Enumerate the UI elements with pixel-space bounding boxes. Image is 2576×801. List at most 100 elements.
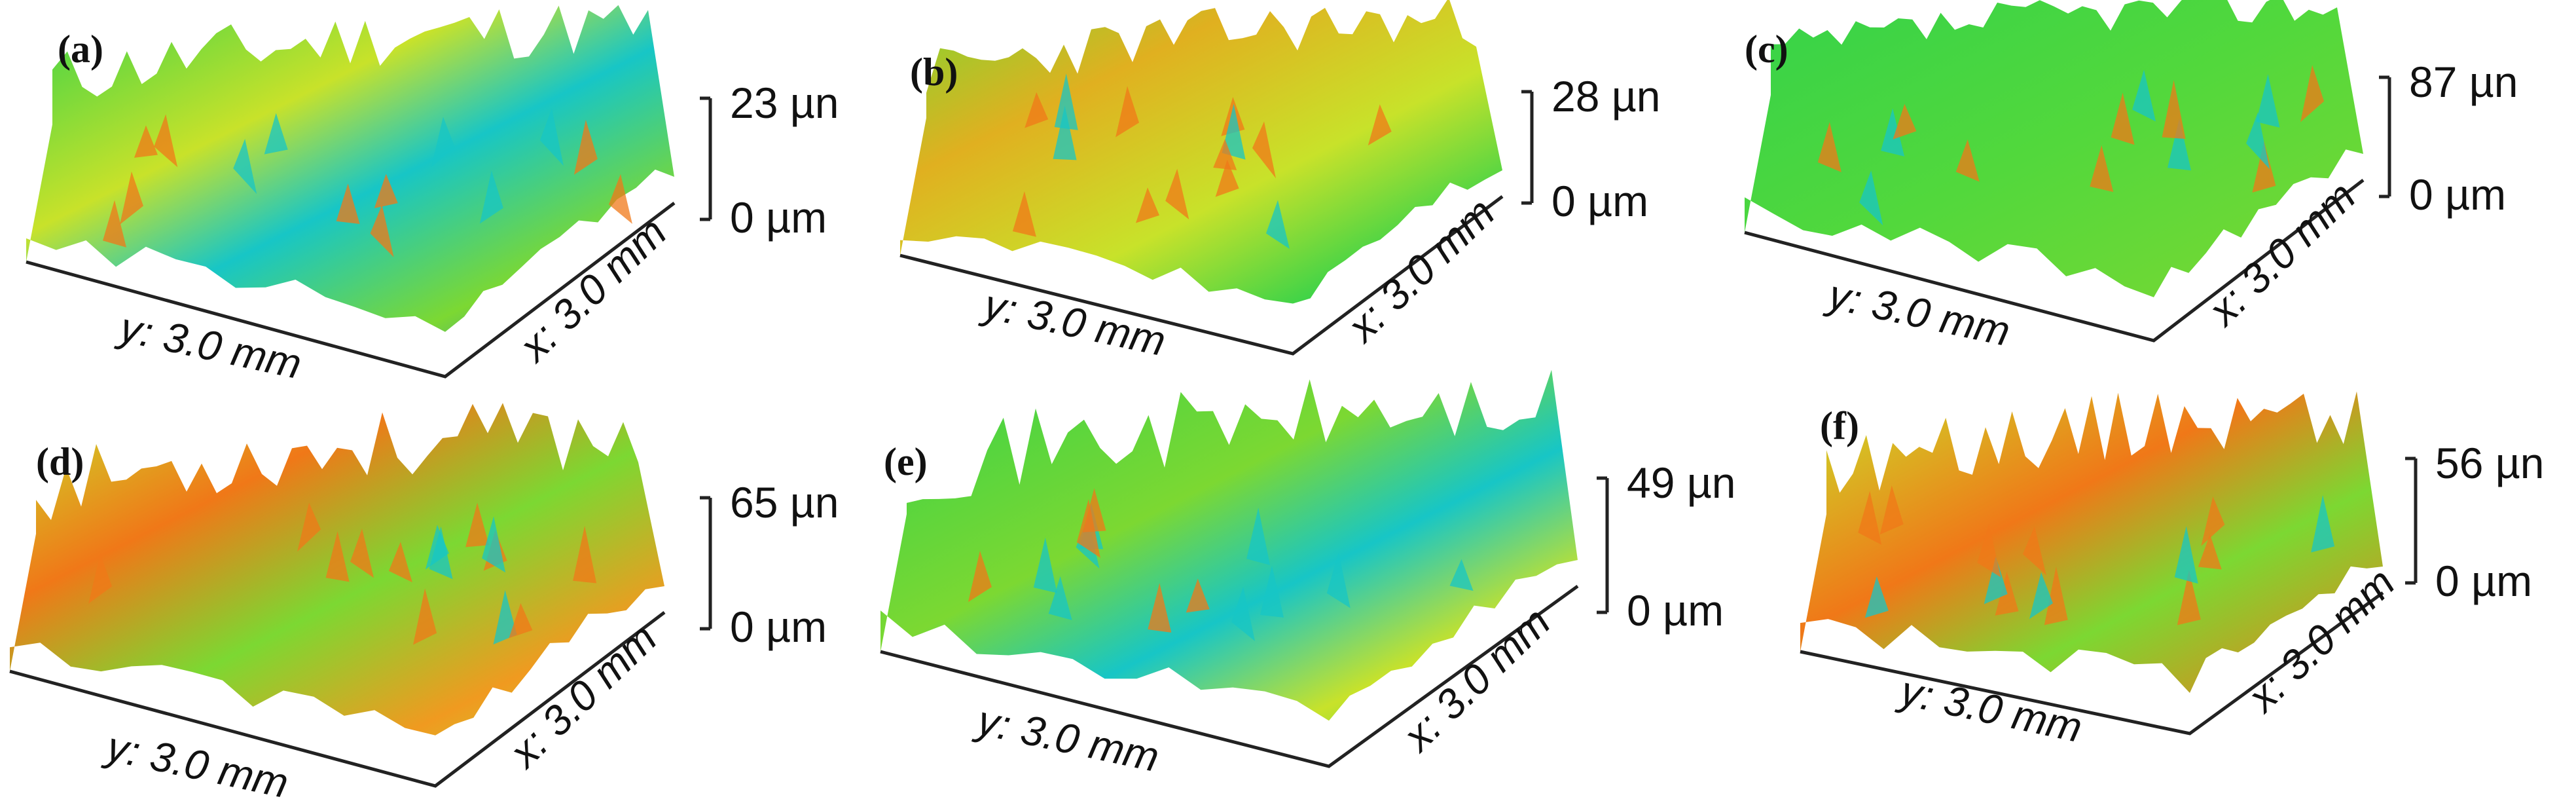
surface-peak (1817, 122, 1841, 172)
y-axis-label: y: 3.0 mm (100, 722, 293, 801)
surface-peak (154, 114, 178, 168)
surface-peak (608, 174, 632, 224)
surface-valley (1033, 537, 1057, 593)
surface-peak (1977, 523, 2001, 578)
surface-peak (413, 588, 437, 645)
surface-peak (1025, 92, 1049, 128)
z-max-label: 28 µn (1551, 72, 1660, 121)
y-axis-label: y: 3.0 mm (971, 696, 1163, 781)
surface-peak (374, 174, 398, 208)
surface-map (1745, 0, 2363, 297)
surface-peak (88, 553, 113, 604)
surface-peak (134, 125, 158, 158)
base-axes (1800, 591, 2384, 736)
y-axis-label: y: 3.0 mm (977, 280, 1170, 365)
panel-label: (c) (1745, 28, 1788, 71)
surface-panel-c: (c)87 µn0 µmy: 3.0 mm x: 3.0 mm (1744, 0, 2518, 355)
surface-valley (2174, 526, 2198, 584)
surface-peak (325, 531, 350, 582)
z-min-label: 0 µm (730, 603, 827, 651)
panel-label: (d) (36, 440, 84, 483)
surface-peak (1879, 485, 1904, 535)
base-axes (26, 202, 676, 379)
surface-peak (1252, 121, 1276, 179)
surface-peak (1955, 139, 1980, 182)
surface-valley (1246, 508, 1271, 565)
surface-peak (573, 119, 598, 175)
surface-peak (1893, 103, 1917, 140)
surface-valley (1222, 103, 1246, 160)
surface-peak (1858, 491, 1882, 545)
surface-peak (1213, 139, 1237, 170)
surface-peak (1186, 578, 1210, 613)
surface-peak (2177, 570, 2201, 625)
surface-peak (388, 542, 412, 583)
y-axis-label: y: 3.0 mm (113, 303, 306, 388)
panel-label: (e) (884, 440, 928, 483)
surface-peak (1215, 159, 1239, 197)
surface-valley (1864, 576, 1889, 618)
surface-peak (573, 525, 597, 584)
surface-peak (2198, 534, 2222, 570)
surface-peak (1135, 187, 1159, 223)
surface-peak (2044, 566, 2068, 625)
surface-peak (2252, 141, 2276, 193)
surface-valley (264, 113, 288, 155)
base-axes (880, 584, 1579, 768)
surface-map (900, 0, 1502, 304)
surface-peak (2201, 496, 2225, 546)
z-min-label: 0 µm (2409, 170, 2506, 219)
surface-peak (1368, 104, 1392, 146)
surface-valley (1265, 200, 1290, 250)
surface-valley (1048, 576, 1072, 620)
surface-valley (2168, 119, 2192, 171)
surface-peak (509, 603, 533, 639)
z-max-label: 65 µn (730, 478, 839, 527)
z-min-label: 0 µm (730, 193, 827, 242)
surface-valley (1326, 552, 1351, 608)
surface-peak (1116, 86, 1140, 138)
surface-peak (2111, 92, 2135, 145)
surface-map (880, 369, 1578, 721)
surface-valley (539, 108, 564, 166)
surface-peak (1082, 488, 1106, 532)
surface-valley (2246, 112, 2270, 170)
surface-panel-e: (e) 49 µn0 µmy: 3.0 mm x: 3.0 mm (880, 369, 1735, 781)
z-max-label: 49 µn (1627, 458, 1735, 507)
surface-valley (2256, 74, 2280, 128)
surface-valley (1054, 73, 1078, 130)
base-axes (899, 195, 1504, 356)
surface-valley (1260, 565, 1284, 618)
surface-panel-d: (d)65 µn0 µmy: 3.0 mm x: 3.0 mm (9, 403, 839, 801)
y-axis-label: y: 3.0 mm (1894, 666, 2086, 751)
surface-valley (1449, 559, 1474, 591)
surface-peak (2162, 80, 2186, 139)
surface-valley (233, 139, 257, 195)
surface-valley (2132, 69, 2156, 122)
surface-valley (2029, 572, 2053, 620)
surface-peak (1165, 168, 1189, 219)
surface-peak (2090, 145, 2114, 193)
z-min-label: 0 µm (1627, 586, 1724, 635)
surface-peak (2300, 65, 2325, 122)
surface-map (1800, 391, 2383, 693)
surface-peak (297, 502, 321, 552)
surface-peak (1148, 583, 1172, 633)
base-axes (1744, 179, 2365, 343)
panel-label: (f) (1820, 404, 1859, 447)
surface-peak (1012, 191, 1036, 237)
surface-valley (1859, 170, 1883, 226)
surface-peak (370, 204, 394, 257)
surface-valley (1984, 556, 2008, 605)
surface-valley (1881, 108, 1905, 157)
surface-panel-b: (b) 28 µn0 µmy: 3.0 mm x: 3.0 mm (899, 0, 1660, 365)
surface-peak (968, 551, 992, 603)
surface-peak (103, 200, 127, 248)
surface-valley (431, 117, 455, 167)
surface-panel-a: (a)23 µn0 µmy: 3.0 mm x: 3.0 mm (26, 5, 839, 388)
surface-peak (350, 529, 374, 578)
z-max-label: 23 µn (730, 79, 839, 127)
z-max-label: 87 µn (2409, 58, 2518, 106)
panel-label: (a) (58, 28, 103, 71)
